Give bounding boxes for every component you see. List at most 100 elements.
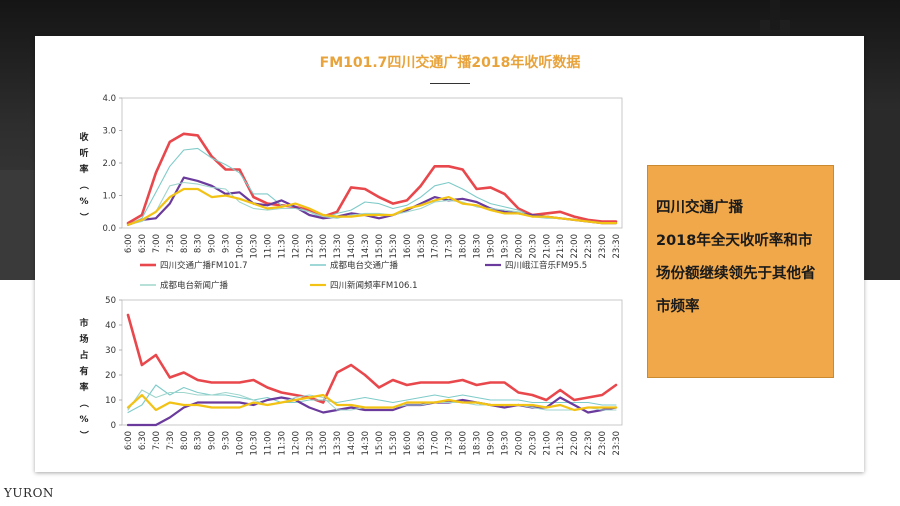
callout-line-4: 市频率 bbox=[656, 299, 700, 315]
x-tick-label: 6:00 bbox=[124, 431, 134, 450]
y-axis-label-char: 听 bbox=[79, 147, 88, 159]
x-tick-label: 8:00 bbox=[180, 431, 190, 450]
x-tick-label: 8:00 bbox=[180, 234, 190, 253]
x-tick-label: 19:00 bbox=[487, 431, 497, 456]
x-tick-label: 7:30 bbox=[166, 431, 176, 450]
y-axis-label-char: 有 bbox=[79, 365, 88, 377]
x-tick-label: 23:30 bbox=[612, 234, 622, 259]
x-tick-label: 16:00 bbox=[403, 431, 413, 456]
x-tick-label: 7:00 bbox=[152, 234, 162, 253]
x-tick-label: 13:00 bbox=[319, 431, 329, 456]
legend-label: 成都电台交通广播 bbox=[330, 260, 399, 271]
x-tick-label: 6:30 bbox=[138, 431, 148, 450]
plot-frame bbox=[121, 97, 623, 229]
x-tick-label: 11:30 bbox=[277, 431, 287, 456]
series-line bbox=[126, 187, 618, 226]
x-tick-label: 20:30 bbox=[528, 431, 538, 456]
y-axis-label-char: % bbox=[79, 197, 88, 207]
y-axis-label-char: ） bbox=[78, 430, 89, 439]
slide-title: FM101.7四川交通广播2018年收听数据 bbox=[319, 55, 581, 71]
series-line bbox=[126, 393, 618, 412]
y-tick-label: 4.0 bbox=[102, 94, 116, 104]
series-line bbox=[126, 132, 618, 225]
x-tick-label: 13:00 bbox=[319, 234, 329, 259]
x-tick-label: 23:00 bbox=[598, 431, 608, 456]
x-tick-label: 10:30 bbox=[249, 234, 259, 259]
watermark: YURON bbox=[4, 486, 54, 500]
x-tick-label: 17:00 bbox=[431, 234, 441, 259]
y-tick-label: 3.0 bbox=[102, 127, 116, 137]
x-tick-label: 8:30 bbox=[194, 431, 204, 450]
x-tick-label: 13:30 bbox=[333, 234, 343, 259]
y-axis-label-char: 占 bbox=[79, 349, 88, 361]
y-axis-label-char: （ bbox=[78, 180, 89, 189]
x-tick-label: 16:30 bbox=[417, 234, 427, 259]
x-tick-label: 11:30 bbox=[277, 234, 287, 259]
x-tick-label: 14:30 bbox=[361, 431, 371, 456]
x-tick-label: 21:00 bbox=[542, 431, 552, 456]
y-tick-label: 0.0 bbox=[102, 224, 116, 234]
legend-label: 四川新闻频率FM106.1 bbox=[330, 280, 418, 291]
y-tick-label: 0 bbox=[111, 421, 116, 431]
title-underline bbox=[430, 83, 470, 84]
x-tick-label: 15:00 bbox=[375, 234, 385, 259]
legend-label: 四川峨江音乐FM95.5 bbox=[505, 260, 587, 271]
x-tick-label: 6:30 bbox=[138, 234, 148, 253]
series-line bbox=[126, 176, 618, 226]
x-tick-label: 14:30 bbox=[361, 234, 371, 259]
x-tick-label: 11:00 bbox=[263, 431, 273, 456]
x-tick-label: 21:00 bbox=[542, 234, 552, 259]
x-tick-label: 9:00 bbox=[208, 234, 218, 253]
series-line bbox=[126, 313, 618, 404]
x-tick-label: 23:00 bbox=[598, 234, 608, 259]
callout-line-2: 2018年全天收听率和市 bbox=[656, 233, 813, 249]
x-tick-label: 22:30 bbox=[584, 431, 594, 456]
y-tick-label: 10 bbox=[105, 396, 116, 406]
x-tick-label: 10:30 bbox=[249, 431, 259, 456]
x-tick-label: 12:30 bbox=[305, 234, 315, 259]
y-axis-label-char: 率 bbox=[79, 381, 88, 393]
x-tick-label: 22:30 bbox=[584, 234, 594, 259]
x-tick-label: 18:00 bbox=[459, 234, 469, 259]
x-tick-label: 20:00 bbox=[514, 431, 524, 456]
x-tick-label: 15:30 bbox=[389, 431, 399, 456]
x-tick-label: 16:30 bbox=[417, 431, 427, 456]
x-tick-label: 20:30 bbox=[528, 234, 538, 259]
x-tick-label: 21:30 bbox=[556, 431, 566, 456]
x-tick-label: 9:00 bbox=[208, 431, 218, 450]
x-tick-label: 22:00 bbox=[570, 431, 580, 456]
y-axis-label-char: 率 bbox=[79, 163, 88, 175]
series-line bbox=[127, 181, 617, 226]
x-tick-label: 8:30 bbox=[194, 234, 204, 253]
x-tick-label: 19:30 bbox=[500, 431, 510, 456]
x-tick-label: 15:30 bbox=[389, 234, 399, 259]
x-tick-label: 14:00 bbox=[347, 234, 357, 259]
x-tick-label: 21:30 bbox=[556, 234, 566, 259]
callout-line-1: 四川交通广播 bbox=[656, 200, 743, 216]
plot-frame bbox=[121, 299, 623, 426]
x-tick-label: 15:00 bbox=[375, 431, 385, 456]
x-tick-label: 18:30 bbox=[473, 234, 483, 259]
y-tick-label: 20 bbox=[105, 371, 116, 381]
x-tick-label: 10:00 bbox=[236, 234, 246, 259]
y-axis-label-char: 市 bbox=[79, 317, 88, 329]
x-tick-label: 11:00 bbox=[263, 234, 273, 259]
x-tick-label: 19:00 bbox=[487, 234, 497, 259]
x-tick-label: 17:00 bbox=[431, 431, 441, 456]
y-tick-label: 2.0 bbox=[102, 159, 116, 169]
callout-line-3: 场份额继续领先于其他省 bbox=[656, 266, 816, 282]
x-tick-label: 20:00 bbox=[514, 234, 524, 259]
x-tick-label: 14:00 bbox=[347, 431, 357, 456]
x-tick-label: 16:00 bbox=[403, 234, 413, 259]
x-tick-label: 23:30 bbox=[612, 431, 622, 456]
x-tick-label: 7:30 bbox=[166, 234, 176, 253]
y-tick-label: 40 bbox=[105, 321, 116, 331]
x-tick-label: 6:00 bbox=[124, 234, 134, 253]
y-tick-label: 1.0 bbox=[102, 192, 116, 202]
x-tick-label: 12:00 bbox=[291, 431, 301, 456]
x-tick-label: 12:00 bbox=[291, 234, 301, 259]
series-line bbox=[126, 396, 618, 427]
y-axis-label-char: 收 bbox=[79, 131, 88, 143]
x-tick-label: 18:30 bbox=[473, 431, 483, 456]
